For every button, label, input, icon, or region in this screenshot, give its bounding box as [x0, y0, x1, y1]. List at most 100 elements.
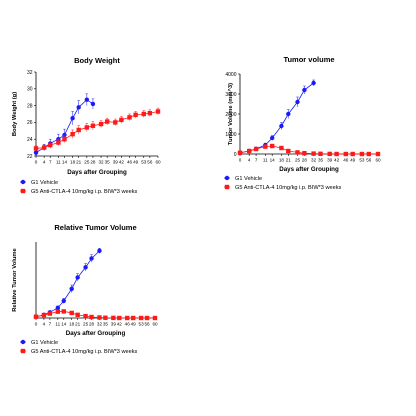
- data-point: [75, 312, 80, 318]
- data-point: [295, 99, 300, 105]
- x-tick-label: 18: [69, 322, 75, 327]
- series-g5-anti-ctla4: [33, 107, 161, 151]
- data-point: [279, 145, 284, 151]
- x-tick-label: 4: [248, 158, 251, 163]
- data-point: [76, 105, 81, 110]
- x-tick-label: 0: [35, 160, 38, 165]
- data-point: [152, 315, 158, 321]
- x-tick-label: 56: [366, 158, 372, 163]
- data-point: [302, 87, 307, 93]
- data-point: [127, 115, 132, 120]
- data-point: [155, 109, 161, 114]
- x-tick-label: 60: [155, 160, 161, 165]
- data-point: [90, 101, 96, 107]
- data-point: [84, 125, 90, 130]
- data-point: [83, 265, 88, 270]
- data-point: [138, 315, 144, 321]
- data-point: [141, 111, 146, 117]
- data-point: [70, 131, 75, 137]
- data-point: [104, 119, 110, 124]
- legend-label: G1 Vehicle: [31, 340, 58, 346]
- data-point: [75, 275, 80, 280]
- x-axis-label: Days after Grouping: [66, 330, 126, 337]
- x-tick-label: 11: [56, 160, 61, 165]
- data-point: [83, 313, 88, 319]
- data-point: [318, 151, 323, 156]
- x-tick-label: 60: [375, 158, 381, 163]
- x-tick-label: 49: [350, 158, 356, 163]
- x-tick-label: 7: [49, 322, 52, 327]
- x-tick-label: 11: [263, 158, 268, 163]
- data-point: [98, 121, 104, 127]
- y-tick-label: 24: [27, 137, 33, 143]
- x-tick-label: 11: [55, 322, 60, 327]
- data-point: [69, 310, 74, 316]
- data-point: [343, 151, 348, 157]
- x-tick-label: 14: [62, 160, 68, 165]
- chart-title: Tumor volume: [283, 55, 334, 64]
- data-point: [97, 315, 102, 320]
- legend-label: G1 Vehicle: [31, 180, 58, 186]
- x-tick-label: 32: [311, 158, 317, 163]
- x-axis-label: Days after Grouping: [67, 169, 127, 176]
- x-tick-label: 32: [97, 322, 103, 327]
- x-tick-label: 28: [90, 160, 96, 165]
- data-point: [247, 148, 252, 154]
- data-point: [70, 116, 75, 121]
- y-tick-label: 4000: [225, 72, 236, 78]
- x-tick-label: 21: [286, 158, 292, 163]
- y-tick-label: 2000: [225, 112, 236, 118]
- y-tick-label: 22: [27, 154, 33, 160]
- data-point: [366, 151, 371, 157]
- y-tick-label: 28: [27, 103, 33, 109]
- data-point: [55, 309, 61, 314]
- chart-title: Body Weight: [74, 56, 120, 65]
- data-point: [61, 309, 66, 314]
- data-point: [119, 117, 124, 123]
- chart-panel-3: Relative Tumor Volume 0 4 7 11 14 18 21 25 28 32 35…: [12, 223, 158, 355]
- data-point: [84, 97, 90, 102]
- x-tick-label: 56: [145, 322, 151, 327]
- x-tick-label: 42: [334, 158, 340, 163]
- data-point: [133, 112, 138, 118]
- y-tick-label: 32: [27, 70, 33, 76]
- data-point: [56, 140, 61, 145]
- x-tick-label: 14: [270, 158, 276, 163]
- legend-label: G1 Vehicle: [235, 176, 262, 182]
- x-tick-label: 4: [43, 160, 46, 165]
- data-point: [41, 312, 47, 318]
- x-tick-label: 35: [318, 158, 324, 163]
- data-point: [286, 148, 291, 154]
- legend-marker: [224, 175, 230, 181]
- x-tick-label: 25: [295, 158, 301, 163]
- data-point: [263, 144, 268, 149]
- data-point: [48, 142, 53, 148]
- x-tick-label: 7: [255, 158, 258, 163]
- data-point: [359, 151, 365, 157]
- data-point: [89, 314, 94, 320]
- chart-title: Relative Tumor Volume: [54, 223, 136, 232]
- legend-marker: [20, 179, 26, 185]
- data-point: [130, 315, 136, 321]
- y-tick-label: 1000: [225, 132, 236, 138]
- y-tick-label: 0: [234, 152, 237, 158]
- data-point: [270, 135, 275, 141]
- legend-marker: [20, 339, 26, 345]
- x-tick-label: 39: [327, 158, 333, 163]
- data-point: [69, 286, 74, 292]
- data-point: [97, 248, 102, 254]
- data-point: [89, 256, 94, 261]
- data-point: [62, 132, 67, 138]
- data-point: [125, 315, 130, 321]
- data-point: [327, 151, 332, 157]
- x-tick-label: 21: [75, 322, 81, 327]
- data-point: [76, 127, 81, 133]
- legend-marker: [20, 348, 26, 354]
- x-tick-label: 53: [141, 160, 147, 165]
- data-point: [375, 151, 381, 157]
- data-point: [270, 143, 275, 149]
- data-point: [302, 151, 307, 156]
- y-axis-label: Tumor Volume (mm^3): [228, 83, 234, 145]
